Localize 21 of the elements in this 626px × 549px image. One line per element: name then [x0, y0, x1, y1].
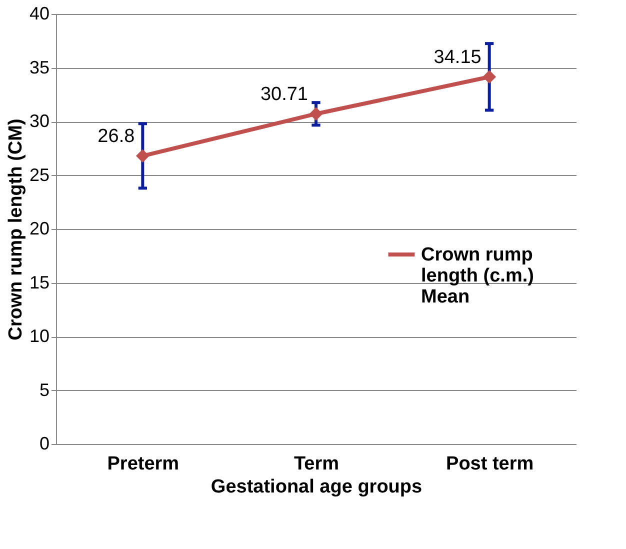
y-tick-label: 15: [29, 272, 50, 292]
data-label: 30.71: [260, 84, 308, 105]
data-label: 26.8: [98, 126, 135, 147]
x-tick-label: Preterm: [107, 454, 180, 474]
y-axis-title: Crown rump length (CM): [5, 118, 26, 340]
x-tick-label: Post term: [446, 454, 534, 474]
y-tick-label: 5: [39, 380, 50, 400]
legend-label: Crown rump length (c.m.) Mean: [421, 244, 534, 308]
x-axis-title: Gestational age groups: [210, 476, 422, 498]
data-label: 34.15: [434, 46, 482, 68]
y-tick-label: 0: [39, 434, 50, 454]
y-tick-label: 20: [29, 218, 50, 238]
y-tick-label: 10: [29, 326, 50, 346]
x-tick-label: Term: [294, 454, 340, 474]
y-tick-label: 40: [29, 4, 50, 24]
point: [136, 149, 150, 163]
y-tick-label: 35: [29, 57, 50, 78]
y-tick-label: 30: [29, 111, 50, 131]
point: [482, 70, 496, 84]
y-tick-label: 25: [29, 164, 50, 185]
point: [309, 107, 323, 121]
